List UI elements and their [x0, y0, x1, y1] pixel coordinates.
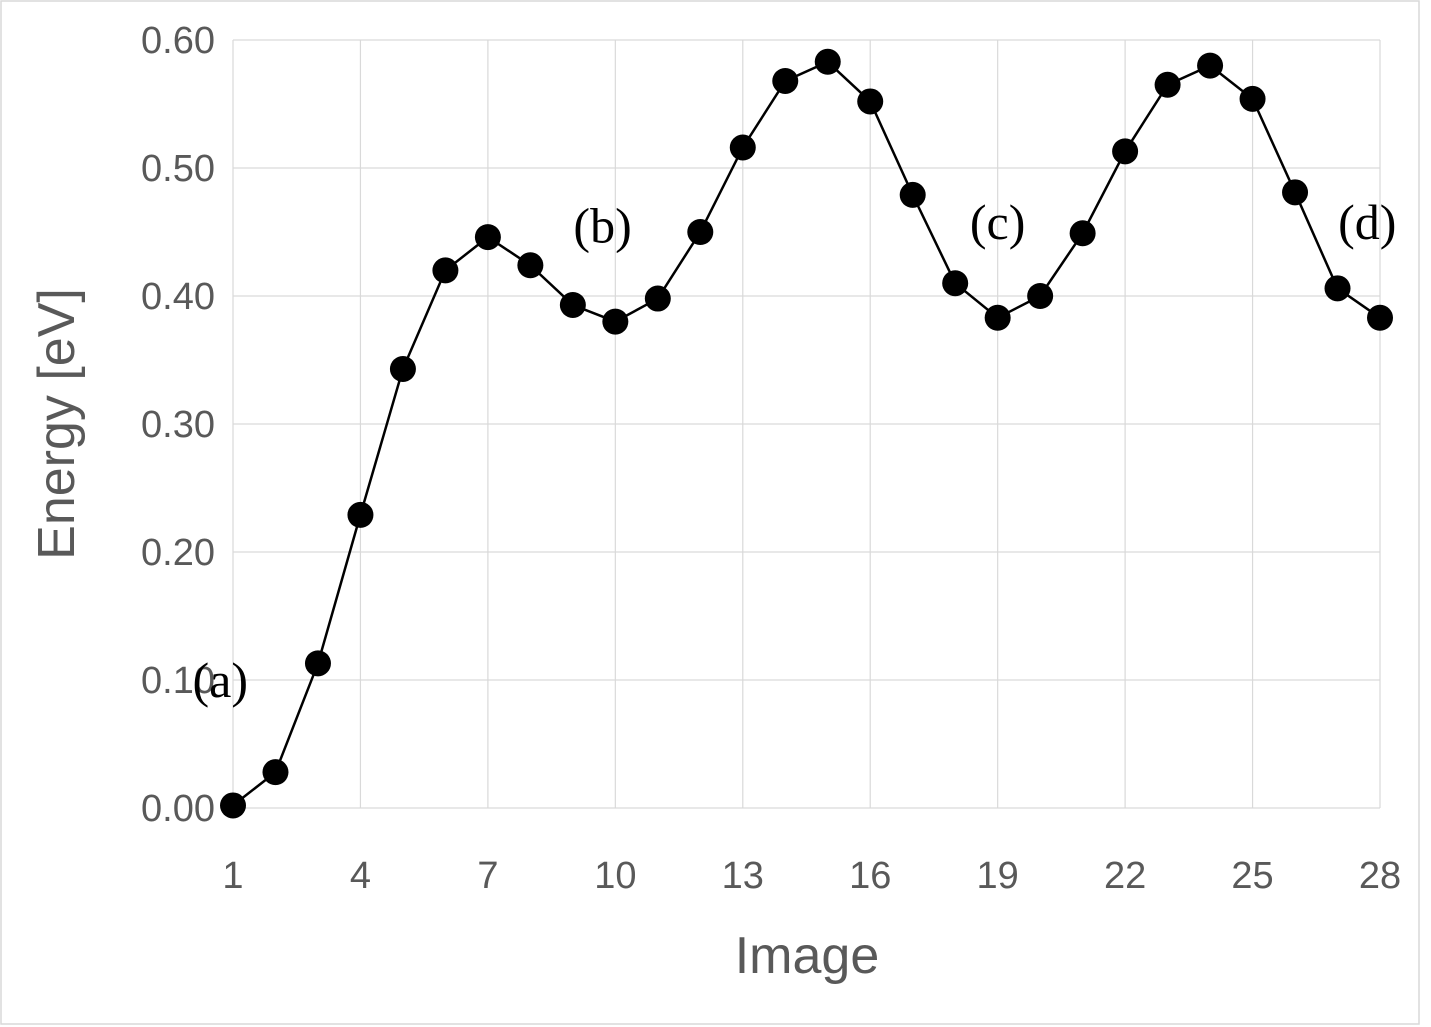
y-axis-title: Energy [eV]	[28, 288, 86, 560]
data-point	[432, 257, 459, 284]
data-point	[304, 650, 331, 677]
y-tick-label: 0.50	[141, 148, 215, 190]
data-point	[1154, 71, 1181, 98]
data-point	[857, 88, 884, 115]
data-point	[984, 304, 1011, 331]
data-point	[220, 792, 246, 819]
data-point	[772, 67, 799, 94]
x-tick-label: 4	[350, 855, 371, 897]
data-point	[687, 219, 714, 245]
x-tick-label: 13	[722, 855, 764, 897]
y-tick-label: 0.00	[141, 788, 215, 830]
data-point	[1239, 85, 1266, 112]
data-point	[602, 308, 629, 335]
grid-layer	[232, 39, 1381, 809]
data-point	[1197, 52, 1224, 79]
data-point	[389, 355, 416, 382]
x-tick-label: 16	[849, 855, 891, 897]
y-tick-label: 0.20	[141, 532, 215, 574]
y-tick-label: 0.60	[141, 20, 215, 62]
annotation-label: (b)	[573, 198, 631, 254]
data-point	[899, 181, 926, 208]
x-tick-label: 7	[477, 855, 498, 897]
y-tick-label: 0.10	[141, 660, 215, 702]
annotation-label: (c)	[970, 194, 1026, 250]
x-axis-title: Image	[735, 927, 880, 985]
data-point	[1367, 304, 1393, 331]
x-tick-label: 10	[594, 855, 636, 897]
tick-label-layer: 0.00 0.10 0.20 0.30 0.40 0.50 0.60 1 4 7 10 13 16 19 2…	[141, 20, 1401, 897]
data-point	[729, 134, 756, 161]
data-point	[814, 48, 841, 75]
x-tick-label: 25	[1231, 855, 1273, 897]
data-point	[347, 501, 374, 528]
data-point	[644, 285, 671, 312]
data-point	[1282, 179, 1309, 206]
series-line	[232, 60, 1381, 807]
y-tick-label: 0.30	[141, 404, 215, 446]
data-point	[262, 759, 289, 786]
annotation-layer: (a) (b) (c) (d)	[193, 194, 1397, 708]
data-point	[1027, 283, 1054, 309]
annotation-label: (a)	[193, 652, 249, 708]
data-point	[517, 252, 544, 279]
x-tick-label: 28	[1359, 855, 1401, 897]
data-point	[1112, 138, 1139, 165]
x-tick-label: 19	[977, 855, 1019, 897]
data-point	[1069, 220, 1096, 247]
annotation-label: (d)	[1338, 194, 1396, 250]
data-point	[1324, 275, 1351, 302]
y-tick-label: 0.40	[141, 276, 215, 318]
x-tick-label: 1	[222, 855, 243, 897]
series-layer	[220, 48, 1393, 819]
data-point	[559, 291, 586, 318]
data-point	[942, 270, 969, 297]
x-tick-label: 22	[1104, 855, 1146, 897]
data-point	[474, 224, 501, 251]
